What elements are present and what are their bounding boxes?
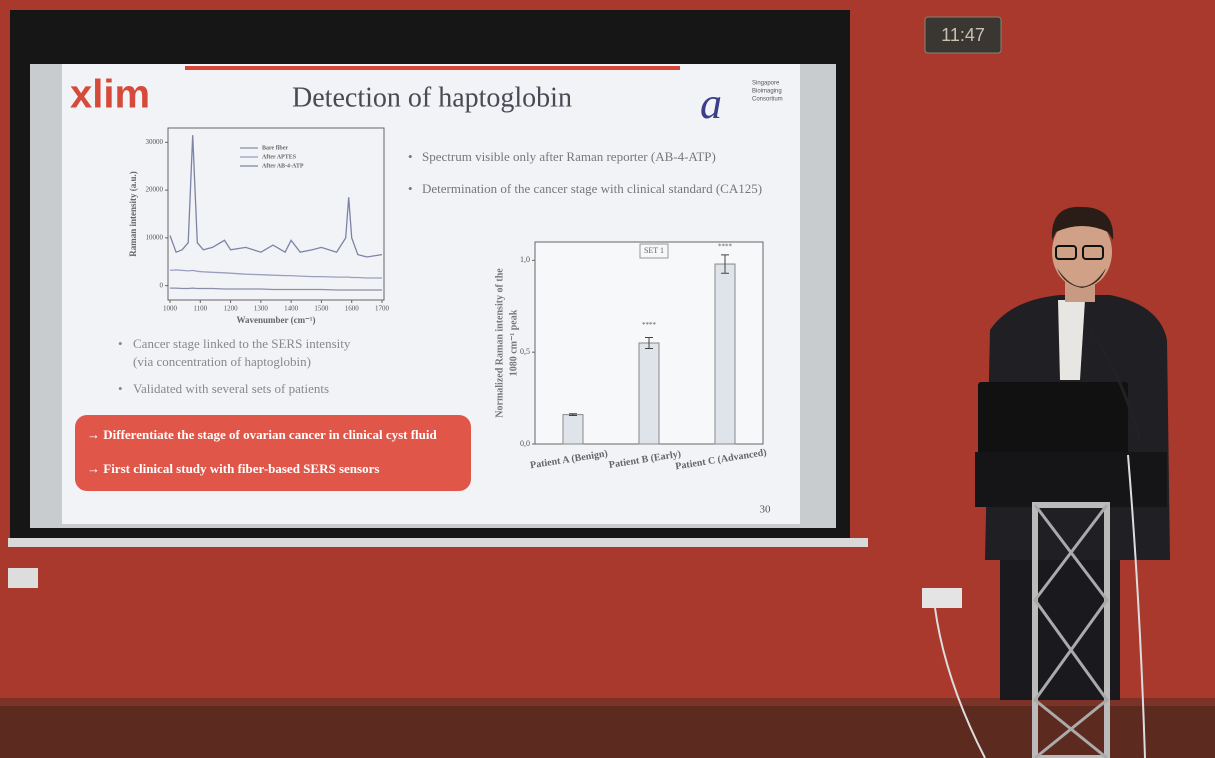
significance: **** <box>718 242 733 250</box>
y-tick-label: 30000 <box>146 138 164 146</box>
presenter-legs <box>1000 560 1120 700</box>
slide-title: Detection of haptoglobin <box>292 82 572 113</box>
wall-socket <box>922 588 962 608</box>
bar-chart: SET 1 0,0 0,5 1,0 Normalized Raman intensity… <box>494 242 767 472</box>
lectern-top <box>975 452 1167 507</box>
legend-label: After APTES <box>262 154 297 160</box>
screen-bar <box>8 538 868 547</box>
bullet: • <box>118 381 123 396</box>
logo-right-text: Singapore <box>752 81 780 87</box>
wall-socket <box>8 568 38 588</box>
x-tick-label: 1100 <box>193 305 207 313</box>
bullet-text: Spectrum visible only after Raman report… <box>422 149 716 164</box>
x-tick-label: 1700 <box>375 305 390 313</box>
x-tick-label: 1500 <box>314 305 329 313</box>
bullet: • <box>408 181 413 196</box>
bullet-text: Validated with several sets of patients <box>133 381 329 396</box>
legend-label: After AB-4-ATP <box>262 163 304 169</box>
bullet: • <box>118 336 123 351</box>
x-tick-label: 1400 <box>284 305 299 313</box>
slide-top-rule <box>185 66 680 70</box>
x-tick-label: 1600 <box>345 305 360 313</box>
bar <box>563 415 583 444</box>
laptop <box>978 382 1128 454</box>
clock-text: 11:47 <box>941 25 985 45</box>
logo-right-mark: a <box>700 79 722 128</box>
y-axis-label: Normalized Raman intensity of the <box>494 268 505 418</box>
highlight-text: → Differentiate the stage of ovarian can… <box>87 427 438 442</box>
significance: **** <box>642 321 657 329</box>
logo-right-text: Consortium <box>752 97 783 103</box>
bullet-text: Determination of the cancer stage with c… <box>422 181 762 196</box>
scene: 11:47 xlim Detection of haptoglobin a Si… <box>0 0 1215 758</box>
y-axis-label: 1080 cm⁻¹ peak <box>508 309 519 376</box>
y-tick-label: 0,0 <box>520 439 530 448</box>
annotation: SET 1 <box>644 246 664 255</box>
logo-left: xlim <box>70 73 150 117</box>
bar <box>639 343 659 444</box>
x-tick-label: 1000 <box>163 305 178 313</box>
x-tick-label: 1200 <box>224 305 239 313</box>
y-tick-label: 0 <box>160 281 164 289</box>
y-tick-label: 20000 <box>146 186 164 194</box>
highlight-text: → First clinical study with fiber-based … <box>87 461 379 476</box>
y-axis-label: Raman intensity (a.u.) <box>128 171 138 257</box>
y-tick-label: 1,0 <box>520 255 530 264</box>
legend-label: Bare fiber <box>262 145 288 151</box>
bar <box>715 264 735 444</box>
logo-right-text: Bioimaging <box>752 89 782 95</box>
x-axis-label: Wavenumber (cm⁻¹) <box>236 315 315 325</box>
bullet: • <box>408 149 413 164</box>
page-number: 30 <box>760 504 772 516</box>
y-tick-label: 10000 <box>146 233 164 241</box>
x-tick-label: 1300 <box>254 305 269 313</box>
bullet-text: Cancer stage linked to the SERS intensit… <box>133 336 351 351</box>
bullet-text: (via concentration of haptoglobin) <box>133 354 311 369</box>
y-tick-label: 0,5 <box>520 347 530 356</box>
